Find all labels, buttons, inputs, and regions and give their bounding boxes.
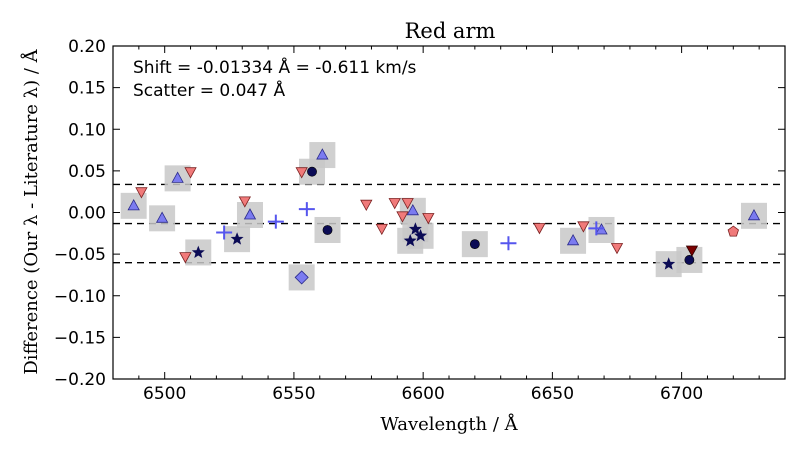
pentagon-marker: [727, 225, 739, 237]
triangle-down-marker: [685, 245, 699, 257]
triangle-down-marker: [184, 167, 197, 179]
triangle-up-marker: [171, 171, 184, 183]
triangle-down-marker: [238, 196, 251, 208]
x-tick-label: 6500: [143, 384, 186, 404]
x-tick-label: 6650: [531, 384, 574, 404]
triangle-down-marker: [610, 243, 624, 255]
x-tick-label: 6600: [402, 384, 445, 404]
triangle-up-marker: [155, 211, 169, 223]
circle-marker: [469, 239, 480, 250]
x-axis-label: Wavelength / Å: [380, 413, 518, 435]
triangle-down-marker: [135, 187, 148, 199]
y-tick-label: 0.05: [68, 162, 106, 182]
circle-marker: [307, 166, 317, 177]
triangle-down-marker: [422, 213, 435, 225]
plus-marker: [216, 225, 233, 240]
diamond-marker: [294, 270, 309, 285]
triangle-up-marker: [127, 199, 140, 211]
triangle-down-marker: [396, 211, 409, 223]
circle-marker: [684, 255, 695, 265]
triangle-down-marker: [295, 167, 308, 179]
star-marker: [408, 222, 422, 235]
triangle-up-marker: [243, 208, 257, 220]
x-tick-label: 6550: [272, 384, 315, 404]
y-tick-label: −0.05: [54, 245, 106, 265]
triangle-down-marker: [179, 252, 192, 264]
plus-marker: [588, 221, 605, 236]
y-tick-label: 0.20: [68, 37, 106, 57]
star-marker: [414, 228, 428, 242]
triangle-up-marker: [406, 204, 419, 216]
shift-annotation: Shift = -0.01334 Å = -0.611 km/s: [133, 56, 417, 78]
plus-marker: [298, 202, 315, 217]
star-marker: [662, 257, 676, 270]
triangle-down-marker: [401, 198, 414, 210]
scatter-annotation: Scatter = 0.047 Å: [133, 79, 285, 101]
star-marker: [191, 245, 205, 258]
y-tick-label: −0.10: [54, 287, 106, 307]
y-axis-label: Difference (Our λ - Literature λ) / Å: [20, 48, 42, 374]
reference-lines: [113, 183, 785, 264]
y-tick-label: −0.15: [54, 328, 106, 348]
triangle-down-marker: [577, 221, 590, 233]
triangle-down-marker: [388, 198, 401, 210]
star-marker: [230, 232, 244, 245]
triangle-down-marker: [360, 199, 373, 212]
data-markers: [127, 148, 761, 285]
plus-marker: [267, 214, 284, 229]
y-tick-label: 0.15: [68, 79, 106, 99]
x-tick-label: 6700: [660, 384, 703, 404]
chart-title: Red arm: [405, 19, 496, 43]
y-tick-label: 0.00: [68, 204, 106, 224]
plot-frame: [112, 45, 786, 380]
triangle-up-marker: [747, 208, 761, 221]
star-marker: [403, 233, 417, 247]
triangle-down-marker: [375, 223, 388, 236]
y-tick-label: −0.20: [54, 370, 106, 390]
circle-marker: [322, 225, 333, 235]
triangle-up-marker: [566, 233, 580, 246]
y-tick-label: 0.10: [68, 120, 106, 140]
plus-marker: [500, 236, 517, 251]
triangle-down-marker: [533, 223, 546, 235]
triangle-up-marker: [316, 148, 329, 160]
